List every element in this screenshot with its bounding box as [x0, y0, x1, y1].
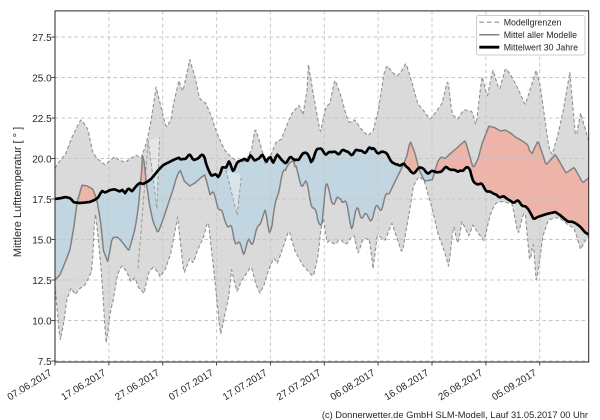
- svg-text:22.5: 22.5: [32, 114, 52, 125]
- svg-text:12.5: 12.5: [32, 276, 52, 287]
- svg-text:15.0: 15.0: [32, 236, 52, 247]
- svg-text:Mittelwert 30 Jahre: Mittelwert 30 Jahre: [504, 42, 578, 52]
- svg-text:25.0: 25.0: [32, 74, 52, 85]
- svg-text:Mittlere Lufttemperatur [ ° ]: Mittlere Lufttemperatur [ ° ]: [12, 127, 24, 257]
- svg-text:(c) Donnerwetter.de GmbH SLM-M: (c) Donnerwetter.de GmbH SLM-Modell, Lau…: [322, 410, 588, 420]
- svg-text:7.5: 7.5: [38, 357, 52, 368]
- svg-text:Mittel aller Modelle: Mittel aller Modelle: [504, 30, 577, 40]
- svg-text:10.0: 10.0: [32, 317, 52, 328]
- svg-text:27.5: 27.5: [32, 33, 52, 44]
- svg-text:Modellgrenzen: Modellgrenzen: [504, 17, 562, 27]
- svg-text:20.0: 20.0: [32, 155, 52, 166]
- svg-text:17.5: 17.5: [32, 195, 52, 206]
